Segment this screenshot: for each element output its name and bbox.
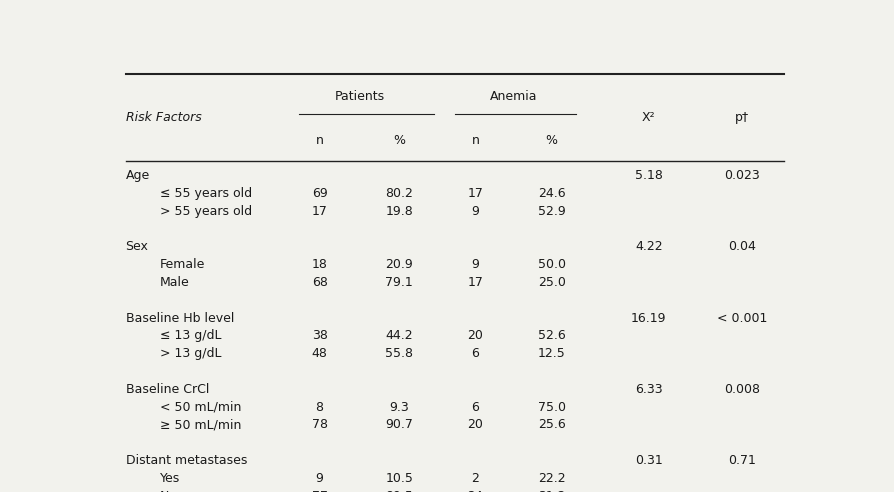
- Text: > 55 years old: > 55 years old: [160, 205, 252, 217]
- Text: 90.7: 90.7: [385, 418, 413, 431]
- Text: 20: 20: [468, 329, 484, 342]
- Text: 55.8: 55.8: [385, 347, 413, 360]
- Text: %: %: [545, 134, 558, 147]
- Text: Anemia: Anemia: [490, 90, 537, 103]
- Text: 9.3: 9.3: [390, 400, 409, 414]
- Text: 4.22: 4.22: [635, 240, 662, 253]
- Text: 10.5: 10.5: [385, 472, 413, 485]
- Text: 6.33: 6.33: [635, 383, 662, 396]
- Text: %: %: [393, 134, 405, 147]
- Text: < 0.001: < 0.001: [717, 311, 767, 325]
- Text: 44.2: 44.2: [385, 329, 413, 342]
- Text: Risk Factors: Risk Factors: [125, 111, 201, 124]
- Text: 16.19: 16.19: [631, 311, 666, 325]
- Text: n: n: [471, 134, 479, 147]
- Text: 0.31: 0.31: [635, 454, 662, 467]
- Text: Male: Male: [160, 276, 190, 289]
- Text: 9: 9: [471, 258, 479, 271]
- Text: 69: 69: [312, 187, 327, 200]
- Text: 20.9: 20.9: [385, 258, 413, 271]
- Text: 80.2: 80.2: [385, 187, 413, 200]
- Text: 38: 38: [312, 329, 327, 342]
- Text: 17: 17: [468, 187, 484, 200]
- Text: 2: 2: [471, 472, 479, 485]
- Text: 75.0: 75.0: [537, 400, 566, 414]
- Text: p†: p†: [735, 111, 749, 124]
- Text: 18: 18: [312, 258, 327, 271]
- Text: 6: 6: [471, 347, 479, 360]
- Text: Yes: Yes: [160, 472, 181, 485]
- Text: 0.023: 0.023: [724, 169, 760, 182]
- Text: 17: 17: [468, 276, 484, 289]
- Text: 8: 8: [316, 400, 324, 414]
- Text: 79.1: 79.1: [385, 276, 413, 289]
- Text: 25.0: 25.0: [538, 276, 566, 289]
- Text: > 13 g/dL: > 13 g/dL: [160, 347, 222, 360]
- Text: 24.6: 24.6: [538, 187, 566, 200]
- Text: < 50 mL/min: < 50 mL/min: [160, 400, 241, 414]
- Text: 24: 24: [468, 490, 484, 492]
- Text: 5.18: 5.18: [635, 169, 662, 182]
- Text: 22.2: 22.2: [538, 472, 566, 485]
- Text: 19.8: 19.8: [385, 205, 413, 217]
- Text: 25.6: 25.6: [538, 418, 566, 431]
- Text: 31.2: 31.2: [538, 490, 566, 492]
- Text: 52.6: 52.6: [538, 329, 566, 342]
- Text: 48: 48: [312, 347, 327, 360]
- Text: ≤ 13 g/dL: ≤ 13 g/dL: [160, 329, 222, 342]
- Text: Patients: Patients: [334, 90, 384, 103]
- Text: 6: 6: [471, 400, 479, 414]
- Text: Sex: Sex: [125, 240, 148, 253]
- Text: n: n: [316, 134, 324, 147]
- Text: 0.04: 0.04: [729, 240, 756, 253]
- Text: 9: 9: [471, 205, 479, 217]
- Text: 9: 9: [316, 472, 324, 485]
- Text: Baseline CrCl: Baseline CrCl: [125, 383, 209, 396]
- Text: Distant metastases: Distant metastases: [125, 454, 247, 467]
- Text: ≥ 50 mL/min: ≥ 50 mL/min: [160, 418, 241, 431]
- Text: 78: 78: [312, 418, 327, 431]
- Text: ≤ 55 years old: ≤ 55 years old: [160, 187, 252, 200]
- Text: Age: Age: [125, 169, 150, 182]
- Text: 12.5: 12.5: [538, 347, 566, 360]
- Text: 50.0: 50.0: [537, 258, 566, 271]
- Text: 68: 68: [312, 276, 327, 289]
- Text: Baseline Hb level: Baseline Hb level: [125, 311, 234, 325]
- Text: 0.008: 0.008: [724, 383, 760, 396]
- Text: 0.71: 0.71: [729, 454, 756, 467]
- Text: Female: Female: [160, 258, 206, 271]
- Text: X²: X²: [642, 111, 655, 124]
- Text: No: No: [160, 490, 177, 492]
- Text: 89.5: 89.5: [385, 490, 413, 492]
- Text: 52.9: 52.9: [538, 205, 566, 217]
- Text: 77: 77: [312, 490, 327, 492]
- Text: 20: 20: [468, 418, 484, 431]
- Text: 17: 17: [312, 205, 327, 217]
